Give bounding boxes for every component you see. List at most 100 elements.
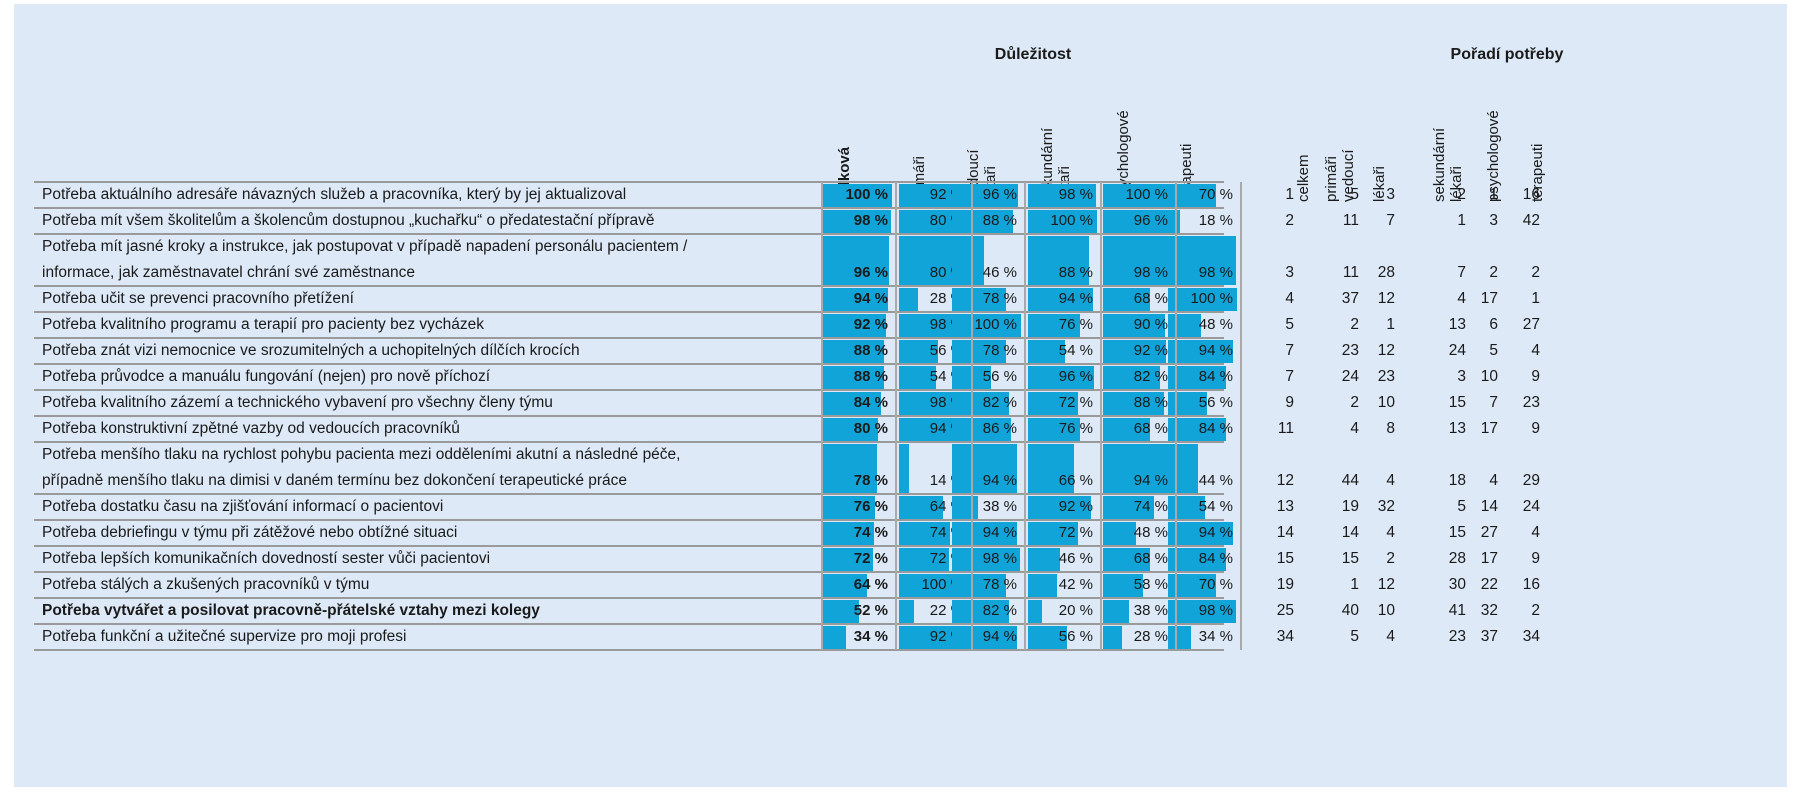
importance-value: 74 %: [853, 524, 888, 541]
rank-value: 15: [1448, 524, 1466, 541]
rank-value: 11: [1277, 420, 1294, 437]
importance-value: 98 %: [1133, 264, 1168, 281]
importance-value: 100 %: [974, 316, 1017, 333]
importance-value: 84 %: [1198, 420, 1233, 437]
rank-value: 2: [1386, 550, 1395, 567]
rank-value: 40: [1341, 602, 1359, 619]
rank-value: 2: [1350, 394, 1359, 411]
importance-value: 100 %: [1190, 290, 1233, 307]
rank-value: 4: [1489, 472, 1498, 489]
rank-table: celkem primáři vedoucí lékaři sekundární léka…: [14, 4, 1787, 787]
importance-bar: [1103, 600, 1130, 623]
row-label: Potřeba debriefingu v týmu při zátěžové …: [42, 524, 458, 541]
importance-bar: [1028, 418, 1081, 441]
rank-value: 1: [1285, 186, 1294, 203]
rank-value: 5: [1285, 316, 1294, 333]
row-label: Potřeba funkční a užitečné supervize pro…: [42, 628, 407, 645]
importance-value: 82 %: [982, 602, 1017, 619]
importance-bar: [899, 600, 915, 623]
row-label: Potřeba mít všem školitelům a školencům …: [42, 212, 655, 229]
importance-bar: [899, 522, 951, 545]
rank-value: 34: [1522, 628, 1540, 645]
importance-value: 92 %: [1133, 342, 1168, 359]
importance-value: 88 %: [1133, 394, 1168, 411]
importance-bar: [952, 236, 984, 285]
importance-value: 94 %: [1198, 342, 1233, 359]
importance-bar: [1168, 418, 1226, 441]
importance-bar: [1103, 444, 1168, 493]
importance-value: 44 %: [1198, 472, 1233, 489]
rank-value: 29: [1522, 472, 1540, 489]
importance-value: 54 %: [1058, 342, 1093, 359]
row-label: Potřeba vytvářet a posilovat pracovně-př…: [42, 602, 540, 619]
rank-value: 23: [1377, 368, 1395, 385]
rank-value: 9: [1531, 420, 1540, 437]
rank-value: 5: [1457, 498, 1466, 515]
rank-value: 12: [1276, 472, 1294, 489]
importance-value: 94 %: [1198, 524, 1233, 541]
importance-bar: [823, 626, 847, 649]
importance-value: 68 %: [1133, 420, 1168, 437]
rank-value: 23: [1448, 628, 1466, 645]
row-label: Potřeba kvalitního programu a terapií pr…: [42, 316, 484, 333]
importance-bar: [1103, 418, 1150, 441]
rank-value: 22: [1480, 576, 1498, 593]
rank-value: 32: [1480, 602, 1498, 619]
importance-value: 38 %: [1133, 602, 1168, 619]
rank-value: 9: [1531, 550, 1540, 567]
row-label: Potřeba menšího tlaku na rychlost pohybu…: [42, 446, 681, 463]
rank-value: 2: [1457, 186, 1466, 203]
importance-value: 96 %: [853, 264, 888, 281]
rank-value: 4: [1386, 628, 1395, 645]
rank-value: 4: [1386, 472, 1395, 489]
rank-value: 42: [1522, 212, 1540, 229]
rank-value: 3: [1457, 368, 1466, 385]
importance-bar: [1028, 366, 1095, 389]
col-gridline: [821, 182, 823, 650]
rank-value: 17: [1480, 550, 1498, 567]
importance-bar: [952, 548, 1020, 571]
rank-value: 27: [1480, 524, 1498, 541]
rank-value: 5: [1350, 186, 1359, 203]
importance-bar: [1028, 626, 1067, 649]
importance-bar: [823, 210, 891, 233]
importance-value: 86 %: [982, 420, 1017, 437]
importance-table: celkováprimářivedoucílékařisekundárnílék…: [14, 4, 1787, 787]
col-gridline: [1175, 182, 1177, 650]
rank-value: 4: [1457, 290, 1466, 307]
rank-value: 2: [1489, 264, 1498, 281]
row-gridline: [34, 649, 1224, 651]
importance-bar: [1168, 184, 1217, 207]
rank-value: 9: [1285, 394, 1294, 411]
chart-panel: Důležitost Pořadí potřeby celková primáři…: [14, 4, 1787, 787]
importance-bar: [1168, 574, 1217, 597]
importance-bar: [952, 626, 1017, 649]
importance-bar: [952, 600, 1009, 623]
col-gridline: [1100, 182, 1102, 650]
importance-value: 46 %: [982, 264, 1017, 281]
rank-value: 17: [1480, 420, 1498, 437]
importance-value: 98 %: [1058, 186, 1093, 203]
importance-value: 98 %: [1198, 602, 1233, 619]
rank-value: 7: [1457, 264, 1466, 281]
row-gridline: [34, 233, 1224, 235]
importance-value: 92 %: [853, 316, 888, 333]
row-label: Potřeba kvalitního zázemí a technického …: [42, 394, 553, 411]
importance-value: 72 %: [1058, 394, 1093, 411]
rank-value: 16: [1522, 186, 1540, 203]
importance-value: 94 %: [1133, 472, 1168, 489]
importance-bar: [1168, 496, 1206, 519]
importance-bar: [899, 236, 955, 285]
importance-bar: [1103, 340, 1167, 363]
rank-value: 14: [1276, 524, 1294, 541]
importance-value: 94 %: [982, 524, 1017, 541]
rank-value: 2: [1285, 212, 1294, 229]
row-gridline: [34, 545, 1224, 547]
importance-value: 54 %: [1198, 498, 1233, 515]
rank-value: 37: [1341, 290, 1359, 307]
rank-value: 16: [1522, 576, 1540, 593]
importance-bar: [823, 314, 887, 337]
importance-value: 20 %: [1058, 602, 1093, 619]
importance-value: 68 %: [1133, 550, 1168, 567]
importance-value: 78 %: [982, 290, 1017, 307]
